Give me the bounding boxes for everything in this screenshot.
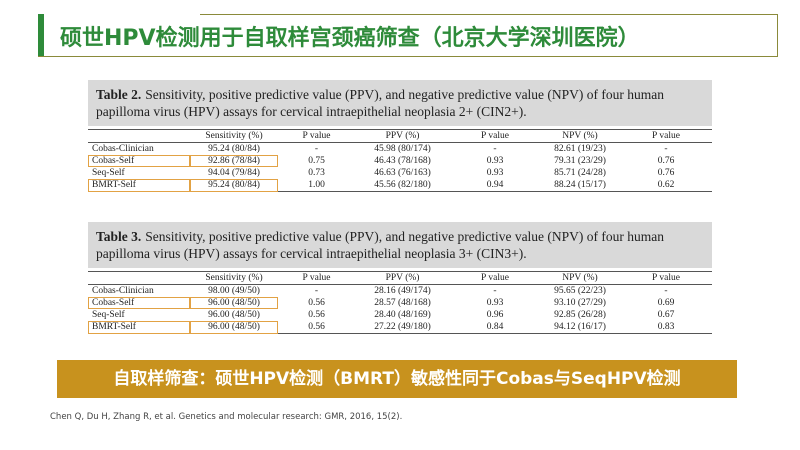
table-cell: BMRT-Self	[88, 179, 190, 192]
table-row: Seq-Self 96.00 (48/50) 0.56 28.40 (48/169) 0…	[88, 309, 712, 321]
header-cell: P value	[620, 271, 712, 285]
table-cell: 46.63 (76/163)	[374, 168, 431, 178]
table-cell: 28.57 (48/168)	[374, 298, 431, 308]
header-row: Sensitivity (%) P value PPV (%) P value NPV …	[88, 271, 712, 285]
table-cell: 28.16 (49/174)	[374, 286, 431, 296]
table-cell: -	[664, 144, 668, 154]
table-cell: 0.67	[657, 310, 675, 320]
table-cell: 45.56 (82/180)	[355, 179, 450, 192]
table-cell: -	[493, 144, 497, 154]
table-cell: 0.93	[486, 156, 504, 166]
table-cell: 28.40 (48/169)	[374, 310, 431, 320]
header-cell: NPV (%)	[540, 129, 620, 143]
header-cell: P value	[450, 271, 540, 285]
table-cell: 0.84	[450, 321, 540, 334]
header-cell: P value	[278, 271, 355, 285]
table-cell: -	[314, 144, 319, 154]
header-cell: P value	[278, 129, 355, 143]
table-row: Cobas-Clinician 95.24 (80/84) - 45.98 (80/1…	[88, 143, 712, 156]
table-cell: 95.65 (22/23)	[554, 286, 606, 296]
table-cell: Seq-Self	[92, 310, 125, 320]
table-cell: 0.76	[657, 168, 675, 178]
table-cell: 0.56	[278, 321, 355, 334]
table-cell: 79.31 (23/29)	[554, 156, 606, 166]
table-caption: Table 3. Sensitivity, positive predictive…	[88, 222, 712, 268]
table-cell: 0.73	[308, 168, 325, 178]
table-cell: 0.56	[308, 298, 325, 308]
header-cell: NPV (%)	[540, 271, 620, 285]
title-rule	[38, 56, 778, 57]
table-row: Cobas-Clinician 98.00 (49/50) - 28.16 (49/1…	[88, 285, 712, 298]
table-cell: -	[314, 286, 319, 296]
title-bar	[38, 14, 44, 56]
table-cell: 82.61 (19/23)	[554, 144, 606, 154]
table-row: Cobas-Self 96.00 (48/50) 0.56 28.57 (48/168…	[88, 297, 712, 309]
table-cell: 0.83	[620, 321, 712, 334]
table-cell: -	[664, 286, 668, 296]
table-cell: Seq-Self	[92, 168, 125, 178]
table-cell: 0.62	[620, 179, 712, 192]
table-cell: 0.69	[657, 298, 675, 308]
table-cell: 96.00 (48/50)	[190, 321, 278, 334]
header-cell: PPV (%)	[355, 129, 450, 143]
caption-text: Sensitivity, positive predictive value (…	[96, 87, 665, 119]
top-rule	[200, 14, 778, 15]
table-label: Table 3.	[96, 229, 142, 244]
table-cell: BMRT-Self	[88, 321, 190, 334]
table-row: BMRT-Self 96.00 (48/50) 0.56 27.22 (49/180)…	[88, 321, 712, 334]
header-cell: Sensitivity (%)	[190, 271, 278, 285]
table-cell: 96.00 (48/50)	[208, 310, 260, 320]
table-label: Table 2.	[96, 87, 142, 102]
citation: Chen Q, Du H, Zhang R, et al. Genetics a…	[50, 412, 403, 422]
data-table: Sensitivity (%) P value PPV (%) P value NPV …	[88, 129, 712, 192]
table-cell: 94.04 (79/84)	[208, 168, 260, 178]
header-cell: PPV (%)	[355, 271, 450, 285]
table-cell: Cobas-Self	[88, 297, 190, 309]
table-cell: 92.85 (26/28)	[554, 310, 606, 320]
table-cell: Cobas-Self	[88, 155, 190, 167]
table-cell: 95.24 (80/84)	[190, 179, 278, 192]
table-cell: 27.22 (49/180)	[355, 321, 450, 334]
table-cell: 45.98 (80/174)	[374, 144, 431, 154]
table-caption: Table 2. Sensitivity, positive predictive…	[88, 80, 712, 126]
header-cell: P value	[450, 129, 540, 143]
table-cell: 0.93	[486, 168, 504, 178]
data-table: Sensitivity (%) P value PPV (%) P value NPV …	[88, 271, 712, 334]
table-cell: Cobas-Clinician	[92, 286, 154, 296]
header-cell	[88, 129, 190, 143]
table-row: BMRT-Self 95.24 (80/84) 1.00 45.56 (82/180)…	[88, 179, 712, 192]
table-cell: 85.71 (24/28)	[554, 168, 606, 178]
caption-text: Sensitivity, positive predictive value (…	[96, 229, 665, 261]
title: 硕世HPV检测用于自取样宫颈癌筛查（北京大学深圳医院）	[60, 26, 640, 51]
table-cell: 88.24 (15/17)	[540, 179, 620, 192]
table-cell: 0.75	[308, 156, 325, 166]
table-cell: 94.12 (16/17)	[540, 321, 620, 334]
table-cell: -	[493, 286, 497, 296]
table-cell: 95.24 (80/84)	[208, 144, 260, 154]
table-cell: 0.94	[450, 179, 540, 192]
header-row: Sensitivity (%) P value PPV (%) P value NPV …	[88, 129, 712, 143]
table-cell: 0.76	[657, 156, 675, 166]
side-rule	[777, 14, 778, 56]
table-row: Seq-Self 94.04 (79/84) 0.73 46.63 (76/163) 0…	[88, 167, 712, 179]
table-cell: 0.96	[486, 310, 504, 320]
table-cell: 0.93	[486, 298, 504, 308]
header-cell: P value	[620, 129, 712, 143]
table-block: Table 3. Sensitivity, positive predictive…	[88, 222, 712, 334]
header-cell: Sensitivity (%)	[190, 129, 278, 143]
table-cell: 1.00	[278, 179, 355, 192]
header-cell	[88, 271, 190, 285]
table-row: Cobas-Self 92.86 (78/84) 0.75 46.43 (78/168…	[88, 155, 712, 167]
banner: 自取样筛查：硕世HPV检测（BMRT）敏感性同于Cobas与SeqHPV检测	[57, 360, 737, 398]
table-cell: 98.00 (49/50)	[208, 286, 260, 296]
table-cell: Cobas-Clinician	[92, 144, 154, 154]
table-cell: 46.43 (78/168)	[374, 156, 431, 166]
table-cell: 0.56	[308, 310, 325, 320]
table-block: Table 2. Sensitivity, positive predictive…	[88, 80, 712, 192]
table-cell: 96.00 (48/50)	[190, 297, 278, 309]
table-cell: 92.86 (78/84)	[190, 155, 278, 167]
table-cell: 93.10 (27/29)	[554, 298, 606, 308]
